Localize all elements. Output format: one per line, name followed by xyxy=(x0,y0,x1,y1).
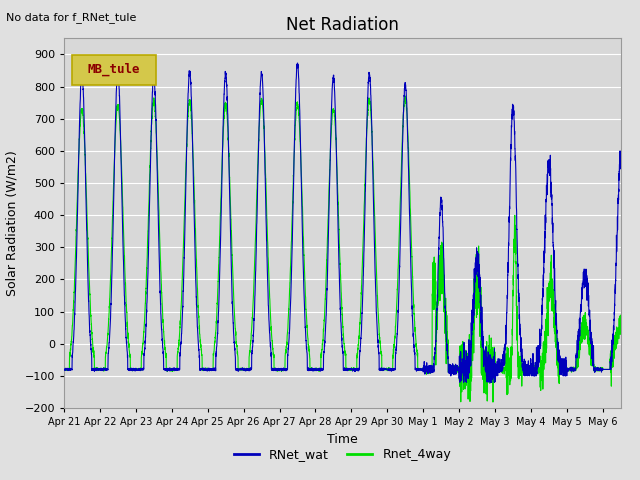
Text: MB_tule: MB_tule xyxy=(88,63,140,76)
Title: Net Radiation: Net Radiation xyxy=(286,16,399,34)
X-axis label: Time: Time xyxy=(327,432,358,445)
FancyBboxPatch shape xyxy=(72,55,156,84)
Y-axis label: Solar Radiation (W/m2): Solar Radiation (W/m2) xyxy=(6,150,19,296)
Legend: RNet_wat, Rnet_4way: RNet_wat, Rnet_4way xyxy=(228,444,456,467)
Text: No data for f_RNet_tule: No data for f_RNet_tule xyxy=(6,12,137,23)
